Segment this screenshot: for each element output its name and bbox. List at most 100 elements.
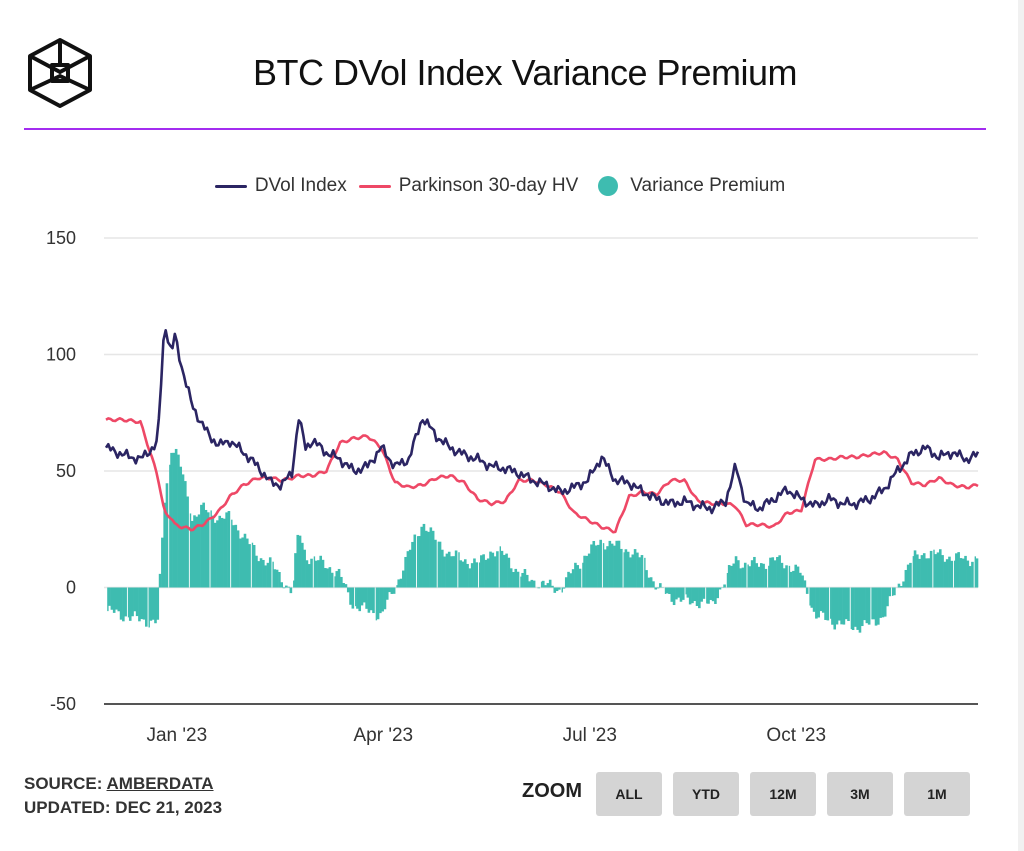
- variance-premium-bar: [163, 502, 166, 588]
- variance-premium-bar: [317, 560, 320, 588]
- variance-premium-bar: [272, 561, 274, 588]
- legend-item-dvol[interactable]: DVol Index: [214, 175, 347, 197]
- variance-premium-bar: [437, 541, 440, 588]
- variance-premium-bar: [953, 560, 956, 588]
- variance-premium-bar: [945, 559, 949, 588]
- variance-premium-bar: [294, 553, 297, 588]
- variance-premium-bar: [280, 582, 283, 588]
- variance-premium-bar: [872, 587, 876, 620]
- variance-premium-bar: [794, 564, 798, 588]
- variance-premium-bar: [466, 563, 469, 588]
- variance-premium-bar: [702, 587, 706, 599]
- variance-premium-bar: [796, 566, 800, 588]
- variance-premium-bar: [686, 587, 690, 598]
- variance-premium-bar: [282, 587, 286, 589]
- variance-premium-bar: [512, 572, 515, 588]
- source-label: SOURCE:: [24, 774, 103, 793]
- variance-premium-bar: [174, 448, 178, 588]
- variance-premium-bar: [307, 564, 311, 588]
- variance-premium-bar: [693, 587, 697, 602]
- variance-premium-bar: [879, 587, 882, 618]
- variance-premium-bar: [340, 576, 343, 588]
- variance-premium-bar: [117, 587, 121, 612]
- variance-premium-bar: [918, 558, 921, 588]
- variance-premium-bar: [375, 587, 378, 621]
- variance-premium-bar: [328, 567, 332, 588]
- variance-premium-bar: [599, 539, 602, 588]
- variance-premium-bar: [691, 587, 694, 604]
- variance-premium-bar: [842, 587, 846, 625]
- variance-premium-bar: [594, 545, 598, 588]
- variance-premium-bar: [850, 587, 853, 630]
- variance-premium-bar: [408, 549, 412, 588]
- variance-premium-bar: [413, 534, 417, 588]
- variance-premium-bar: [148, 587, 150, 628]
- variance-premium-bar: [564, 577, 568, 588]
- variance-premium-bar: [569, 573, 573, 588]
- y-tick-label: 150: [46, 228, 76, 248]
- zoom-label: ZOOM: [522, 779, 582, 802]
- variance-premium-bar: [561, 587, 563, 593]
- variance-premium-bar: [576, 565, 580, 588]
- legend-item-variance-premium[interactable]: Variance Premium: [590, 175, 785, 197]
- variance-premium-bar: [966, 560, 970, 588]
- variance-premium-bar: [431, 530, 435, 588]
- variance-premium-bar: [458, 552, 460, 588]
- variance-premium-bar: [231, 519, 233, 588]
- variance-premium-bar: [189, 513, 192, 588]
- variance-premium-bar: [782, 568, 786, 588]
- variance-premium-bar: [583, 555, 586, 588]
- variance-premium-bar: [698, 587, 701, 609]
- variance-premium-bar: [773, 560, 777, 588]
- variance-premium-bar: [420, 526, 423, 588]
- zoom-3m-button[interactable]: 3M: [827, 772, 893, 816]
- variance-premium-bar: [587, 553, 591, 588]
- variance-premium-bar: [461, 561, 465, 588]
- variance-premium-bar: [830, 587, 832, 619]
- variance-premium-bar: [778, 555, 781, 588]
- variance-premium-bar: [204, 509, 208, 588]
- variance-premium-bar: [578, 568, 582, 588]
- variance-premium-bar: [788, 565, 791, 588]
- variance-premium-bar: [613, 545, 616, 588]
- variance-premium-bar: [780, 562, 784, 588]
- variance-premium-bar: [376, 587, 380, 620]
- variance-premium-bar: [706, 587, 708, 604]
- variance-premium-bar: [266, 562, 270, 588]
- variance-premium-bar: [665, 587, 669, 594]
- variance-premium-bar: [273, 569, 277, 588]
- variance-premium-bar: [369, 587, 373, 611]
- variance-premium-bar: [151, 587, 155, 620]
- zoom-all-button[interactable]: ALL: [596, 772, 662, 816]
- variance-premium-bar: [452, 556, 456, 588]
- variance-premium-bar: [500, 550, 504, 588]
- scrollbar-track[interactable]: [1018, 0, 1024, 851]
- variance-premium-bar: [743, 562, 747, 588]
- zoom-12m-button[interactable]: 12M: [750, 772, 816, 816]
- variance-premium-bar: [567, 571, 570, 588]
- variance-premium-bar: [718, 587, 722, 590]
- variance-premium-bar: [961, 558, 965, 588]
- zoom-ytd-button[interactable]: YTD: [673, 772, 739, 816]
- variance-premium-bar: [445, 553, 449, 588]
- zoom-1m-button[interactable]: 1M: [904, 772, 970, 816]
- source-link[interactable]: AMBERDATA: [106, 774, 214, 793]
- variance-premium-bar: [597, 544, 600, 588]
- legend-item-parkinson[interactable]: Parkinson 30-day HV: [358, 175, 578, 197]
- variance-premium-bar: [925, 558, 928, 588]
- variance-premium-bar: [659, 583, 662, 588]
- variance-premium-bar: [404, 556, 407, 588]
- legend-label: DVol Index: [254, 175, 347, 196]
- x-tick-label: Jul '23: [563, 725, 617, 746]
- variance-premium-bar: [755, 563, 759, 588]
- variance-premium-bar: [636, 552, 639, 588]
- variance-premium-bar: [427, 531, 430, 588]
- variance-premium-bar: [135, 587, 139, 617]
- variance-premium-bar: [313, 556, 316, 588]
- variance-premium-bar: [184, 481, 187, 588]
- variance-premium-bars: [107, 448, 979, 633]
- variance-premium-bar: [974, 556, 977, 588]
- hexagon-cube-logo-icon: [24, 36, 96, 108]
- variance-premium-bar: [463, 559, 467, 588]
- variance-premium-bar: [516, 571, 520, 588]
